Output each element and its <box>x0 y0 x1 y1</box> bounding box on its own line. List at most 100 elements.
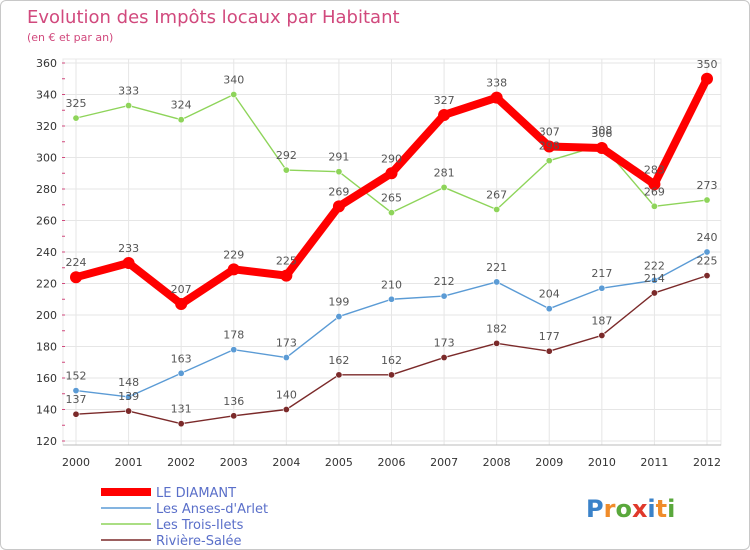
data-label: 324 <box>171 99 192 112</box>
data-point <box>545 305 553 313</box>
data-label: 199 <box>328 296 349 309</box>
data-point <box>438 108 451 121</box>
x-tick-label: 2000 <box>62 456 90 469</box>
data-label: 307 <box>539 125 560 138</box>
data-point <box>595 142 608 155</box>
data-label: 350 <box>697 58 718 71</box>
data-label: 210 <box>381 278 402 291</box>
x-tick-label: 2010 <box>588 456 616 469</box>
y-tick-label: 200 <box>36 309 57 322</box>
data-label: 221 <box>486 261 507 274</box>
x-tick-label: 2012 <box>693 456 721 469</box>
y-tick-label: 120 <box>36 435 57 448</box>
data-point <box>387 295 395 303</box>
data-label: 308 <box>591 124 612 137</box>
data-label: 325 <box>66 97 87 110</box>
data-point <box>230 346 238 354</box>
data-point <box>335 313 343 321</box>
data-point <box>230 412 238 420</box>
data-point <box>703 272 711 280</box>
data-label: 273 <box>697 179 718 192</box>
data-label: 269 <box>328 185 349 198</box>
plot-area: 120 140 160 180 200 220 240 260 280 300 320 340 360 2… <box>36 57 722 469</box>
data-label: 267 <box>486 188 507 201</box>
data-label: 152 <box>66 370 87 383</box>
data-label: 298 <box>539 140 560 153</box>
data-label: 269 <box>644 185 665 198</box>
data-point <box>545 347 553 355</box>
data-label: 291 <box>328 151 349 164</box>
data-label: 173 <box>276 337 297 350</box>
data-point <box>440 183 448 191</box>
data-point <box>122 257 135 270</box>
data-point <box>543 140 556 153</box>
x-tick-label: 2003 <box>220 456 248 469</box>
data-label: 212 <box>434 275 455 288</box>
data-point <box>440 292 448 300</box>
data-point <box>332 200 345 213</box>
data-point <box>72 114 80 122</box>
data-label: 187 <box>591 314 612 327</box>
data-label: 162 <box>328 354 349 367</box>
data-label: 137 <box>66 393 87 406</box>
brand-text: Proxiti <box>586 495 675 523</box>
y-tick-label: 160 <box>36 372 57 385</box>
y-tick-label: 220 <box>36 278 57 291</box>
data-point <box>648 178 661 191</box>
data-point <box>282 354 290 362</box>
data-label: 140 <box>276 389 297 402</box>
data-point <box>177 369 185 377</box>
data-point <box>335 371 343 379</box>
data-point <box>125 393 133 401</box>
data-label: 204 <box>539 288 560 301</box>
y-tick-label: 340 <box>36 89 57 102</box>
data-point <box>125 102 133 110</box>
x-tick-label: 2005 <box>325 456 353 469</box>
x-tick-label: 2009 <box>535 456 563 469</box>
data-label: 131 <box>171 403 192 416</box>
data-label: 240 <box>697 231 718 244</box>
legend-label: Rivière-Salée <box>156 534 242 549</box>
data-point <box>703 248 711 256</box>
data-point <box>72 410 80 418</box>
x-tick-label: 2007 <box>430 456 458 469</box>
data-label: 225 <box>276 255 297 268</box>
x-tick-label: 2011 <box>640 456 668 469</box>
data-label: 207 <box>171 283 192 296</box>
data-label: 178 <box>223 329 244 342</box>
data-label: 338 <box>486 77 507 90</box>
brand-logo: Proxiti <box>586 495 675 523</box>
x-tick-label: 2001 <box>115 456 143 469</box>
y-tick-label: 180 <box>36 341 57 354</box>
chart-title: Evolution des Impôts locaux par Habitant <box>27 7 400 28</box>
y-tick-label: 140 <box>36 404 57 417</box>
data-point <box>177 116 185 124</box>
data-point <box>598 331 606 339</box>
legend-label: Les Trois-Ilets <box>156 518 244 533</box>
data-point <box>650 276 658 284</box>
data-point <box>282 166 290 174</box>
data-label: 214 <box>644 272 665 285</box>
data-label: 265 <box>381 192 402 205</box>
data-point <box>701 72 713 85</box>
legend-label: Les Anses-d'Arlet <box>156 502 268 517</box>
data-point <box>72 387 80 395</box>
data-label: 225 <box>697 255 718 268</box>
y-tick-label: 240 <box>36 246 57 259</box>
y-tick-label: 300 <box>36 152 57 165</box>
y-tick-label: 360 <box>36 57 57 70</box>
data-label: 229 <box>223 248 244 261</box>
data-point <box>230 91 238 99</box>
y-tick-label: 260 <box>36 215 57 228</box>
data-point <box>598 284 606 292</box>
data-label: 281 <box>434 166 455 179</box>
data-point <box>440 354 448 362</box>
data-point <box>650 289 658 297</box>
y-tick-label: 320 <box>36 120 57 133</box>
data-point <box>493 205 501 213</box>
data-label: 340 <box>223 74 244 87</box>
data-label: 333 <box>118 85 139 98</box>
